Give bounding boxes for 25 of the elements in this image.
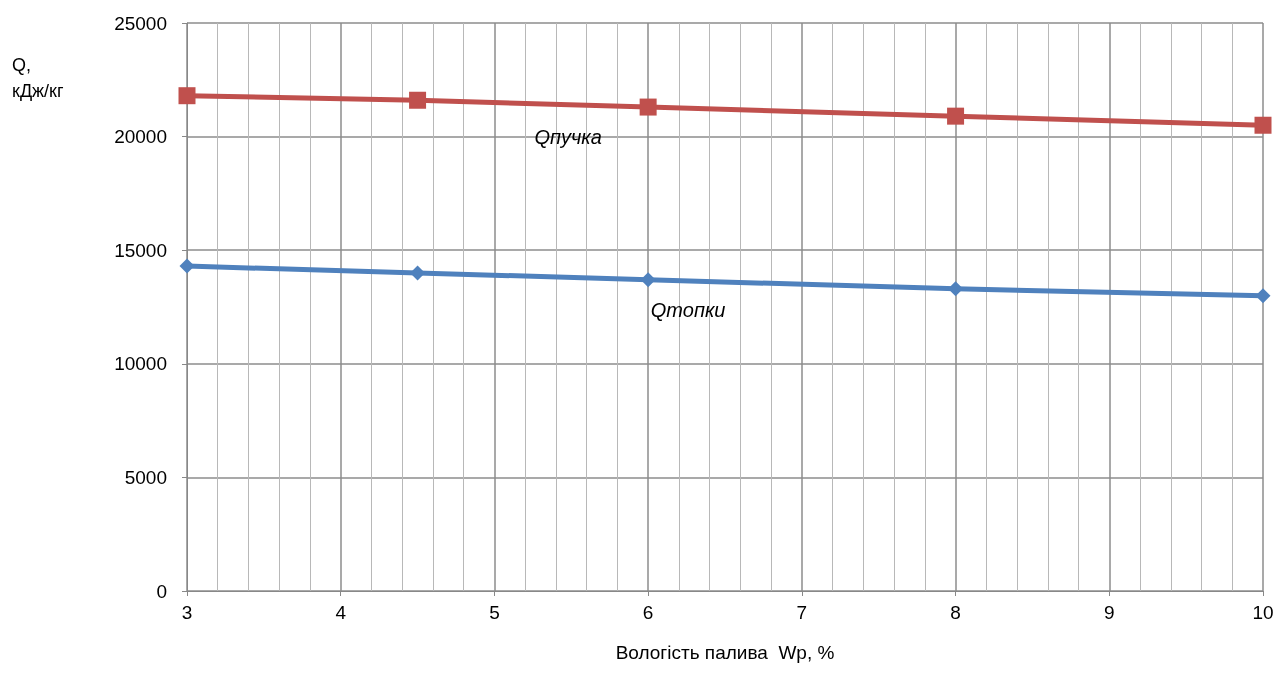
point (178, 87, 196, 105)
x-tick-label: 9 (1104, 602, 1115, 623)
x-axis-title: Вологість палива Wр, % (615, 642, 835, 663)
y-tick-label: 20000 (114, 126, 167, 148)
x-tick-label: 6 (642, 602, 654, 623)
y-tick-label: 5000 (124, 466, 167, 488)
point (1254, 116, 1272, 134)
point (409, 91, 427, 109)
point (639, 98, 657, 116)
x-tick-label: 3 (181, 602, 193, 623)
series-label: Qтопки (650, 299, 726, 322)
x-tick-label: 7 (796, 602, 808, 623)
point (179, 258, 195, 274)
x-tick-label: 10 (1252, 602, 1274, 623)
point (947, 107, 965, 125)
y-tick-label: 15000 (114, 239, 167, 261)
y-tick-label: 25000 (114, 12, 167, 34)
x-tick-label: 4 (335, 602, 347, 623)
y-tick-label: 0 (156, 580, 167, 602)
y-axis-title: Q, кДж/кг (12, 55, 64, 101)
series-label: Qпучка (534, 125, 602, 148)
y-tick-label: 10000 (114, 353, 167, 375)
x-tick-label: 5 (489, 602, 500, 623)
x-tick-label: 8 (950, 602, 961, 623)
point (1255, 288, 1271, 304)
